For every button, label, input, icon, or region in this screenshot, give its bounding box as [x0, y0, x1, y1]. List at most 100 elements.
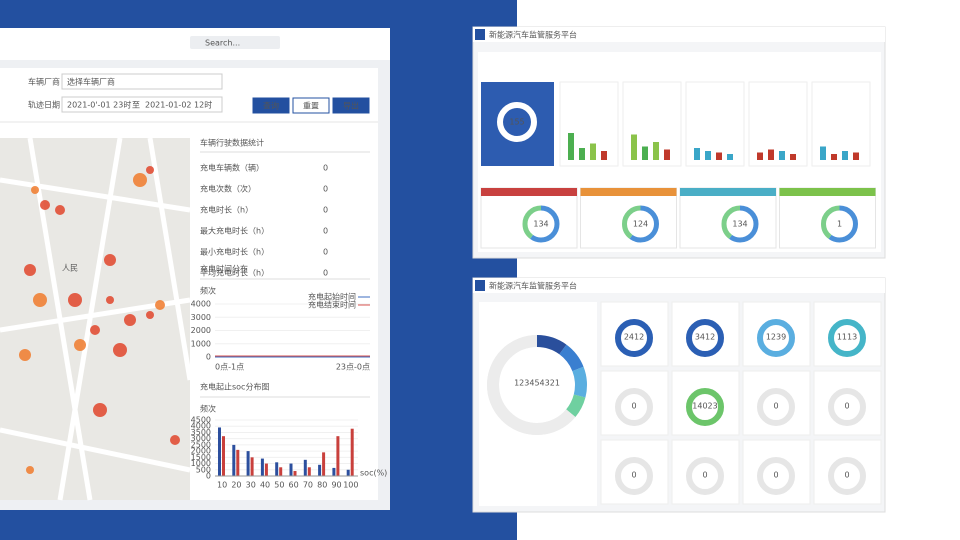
y-tick-label: 2000	[191, 447, 211, 456]
card-header	[580, 188, 677, 196]
mini-bar	[727, 154, 733, 160]
y-tick-label: 1000	[191, 339, 211, 348]
card-value: 1239	[766, 333, 786, 342]
app-title: 新能源汽车监管服务平台	[489, 281, 577, 291]
stat-label: 充电车辆数（辆）	[200, 163, 264, 173]
menu-icon[interactable]	[475, 280, 485, 291]
y-tick-label: 1500	[191, 453, 211, 462]
card-value: 0	[631, 471, 636, 480]
map-dot	[104, 254, 116, 266]
date-end: 2021-01-02 12时	[145, 100, 212, 110]
legend-label: 充电结束时间	[308, 300, 356, 310]
mini-bar	[831, 154, 837, 160]
date-label: 轨迹日期	[28, 100, 60, 110]
map-dot	[74, 339, 86, 351]
bar	[289, 463, 293, 476]
mini-bar	[779, 151, 785, 160]
ring	[686, 388, 724, 426]
button-label: 导出	[343, 101, 359, 111]
x-tick-label: 60	[289, 481, 299, 490]
x-tick-label: 70	[303, 481, 313, 490]
stat-value: 0	[323, 248, 328, 257]
mini-card	[748, 81, 808, 167]
x-tick-label: 0点-1点	[215, 363, 244, 372]
card-value: 0	[844, 471, 849, 480]
x-axis-unit: soc(%)	[360, 469, 387, 478]
x-tick-label: 23点-0点	[336, 363, 370, 372]
mini-bar	[853, 152, 859, 160]
map-dot	[19, 349, 31, 361]
menu-icon[interactable]	[475, 29, 485, 40]
ring	[497, 102, 537, 142]
ring	[757, 457, 795, 495]
card	[679, 187, 777, 249]
bar	[218, 427, 221, 476]
mini-bar	[716, 152, 722, 160]
mini-bar	[842, 151, 848, 160]
bar	[232, 444, 236, 476]
stat-value: 0	[323, 269, 328, 278]
ring	[757, 319, 795, 357]
mini-bar	[601, 151, 607, 160]
stat-value: 0	[323, 206, 328, 215]
card	[742, 301, 811, 367]
map-roads	[0, 137, 193, 501]
total-value: 123454321	[514, 379, 560, 388]
card-value: 14023	[692, 402, 717, 411]
y-axis-label: 频次	[200, 286, 216, 296]
vendor-select[interactable]	[61, 73, 223, 90]
y-tick-label: 4000	[191, 422, 211, 431]
bar	[236, 449, 240, 476]
y-tick-label: 0	[206, 472, 211, 481]
date-range[interactable]	[61, 96, 223, 113]
card-value: 3412	[695, 333, 715, 342]
stat-label: 最大充电时长（h）	[200, 226, 269, 236]
search-box[interactable]	[190, 36, 280, 49]
map-dot	[155, 300, 165, 310]
stat-label: 充电时长（h）	[200, 205, 253, 215]
date-start: 2021-0'-01 23时	[67, 100, 131, 110]
y-tick-label: 3500	[191, 428, 211, 437]
card-value: 134	[533, 220, 548, 229]
top-header	[473, 27, 885, 42]
map-dot	[68, 293, 82, 307]
map-dot	[133, 173, 147, 187]
mini-bar	[568, 133, 574, 160]
ring	[615, 457, 653, 495]
button[interactable]	[252, 97, 290, 114]
stats-title: 车辆行驶数据统计	[200, 138, 264, 148]
map-label: 人民	[62, 264, 78, 273]
card	[480, 187, 578, 249]
card-value: 0	[631, 402, 636, 411]
stat-value: 0	[323, 227, 328, 236]
map-dot	[24, 264, 36, 276]
button[interactable]	[292, 97, 330, 114]
button[interactable]	[332, 97, 370, 114]
map-dot	[113, 343, 127, 357]
bar	[260, 458, 264, 476]
card-value: 134	[732, 220, 747, 229]
chart-title: 充电时间分布	[200, 264, 248, 274]
mini-bar	[757, 152, 763, 160]
mini-bar	[694, 148, 700, 160]
summary-card	[481, 82, 554, 166]
map-dot	[33, 293, 47, 307]
ring	[828, 319, 866, 357]
y-tick-label: 4000	[191, 300, 211, 309]
bar	[222, 436, 225, 476]
button-label: 重置	[303, 101, 319, 111]
app-title: 新能源汽车监管服务平台	[489, 30, 577, 40]
stat-value: 0	[323, 185, 328, 194]
map-dot	[26, 466, 34, 474]
legend-label: 充电起始时间	[308, 292, 356, 302]
x-tick-label: 20	[231, 481, 241, 490]
ring	[686, 319, 724, 357]
x-tick-label: 50	[274, 481, 284, 490]
search-text: Search...	[205, 39, 240, 48]
map-dot	[146, 311, 154, 319]
card-value: 0	[844, 402, 849, 411]
bar	[346, 469, 350, 476]
vendor-label: 车辆厂商	[28, 77, 60, 87]
y-tick-label: 500	[196, 465, 211, 474]
